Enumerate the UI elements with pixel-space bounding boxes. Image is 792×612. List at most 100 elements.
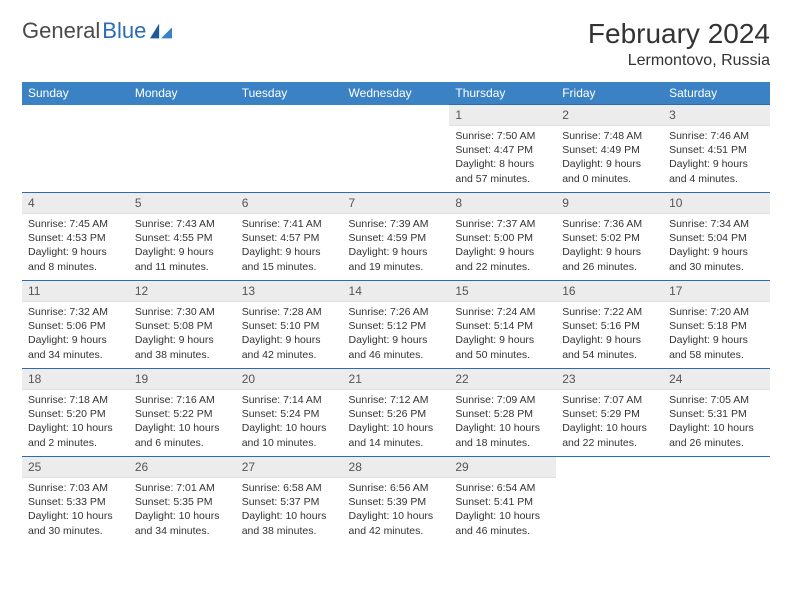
sunset-line: Sunset: 5:20 PM <box>28 407 123 421</box>
day-number: 9 <box>556 193 663 214</box>
daylight-line: Daylight: 10 hours and 10 minutes. <box>242 421 337 449</box>
calendar-week-row: 25Sunrise: 7:03 AMSunset: 5:33 PMDayligh… <box>22 457 770 545</box>
calendar-cell <box>129 105 236 193</box>
daylight-line: Daylight: 8 hours and 57 minutes. <box>455 157 550 185</box>
sunrise-line: Sunrise: 7:28 AM <box>242 305 337 319</box>
sunrise-line: Sunrise: 7:18 AM <box>28 393 123 407</box>
day-number: 8 <box>449 193 556 214</box>
daylight-line: Daylight: 9 hours and 50 minutes. <box>455 333 550 361</box>
sunset-line: Sunset: 5:29 PM <box>562 407 657 421</box>
sunset-line: Sunset: 5:16 PM <box>562 319 657 333</box>
weekday-header: Sunday <box>22 82 129 105</box>
calendar-week-row: 18Sunrise: 7:18 AMSunset: 5:20 PMDayligh… <box>22 369 770 457</box>
sunrise-line: Sunrise: 6:58 AM <box>242 481 337 495</box>
sunrise-line: Sunrise: 7:12 AM <box>349 393 444 407</box>
sunset-line: Sunset: 5:02 PM <box>562 231 657 245</box>
sunset-line: Sunset: 5:33 PM <box>28 495 123 509</box>
day-number: 16 <box>556 281 663 302</box>
calendar-cell: 10Sunrise: 7:34 AMSunset: 5:04 PMDayligh… <box>663 193 770 281</box>
sunrise-line: Sunrise: 7:45 AM <box>28 217 123 231</box>
day-number: 29 <box>449 457 556 478</box>
calendar-cell: 26Sunrise: 7:01 AMSunset: 5:35 PMDayligh… <box>129 457 236 545</box>
daylight-line: Daylight: 10 hours and 14 minutes. <box>349 421 444 449</box>
daylight-line: Daylight: 9 hours and 38 minutes. <box>135 333 230 361</box>
daylight-line: Daylight: 10 hours and 26 minutes. <box>669 421 764 449</box>
day-number: 27 <box>236 457 343 478</box>
daylight-line: Daylight: 9 hours and 22 minutes. <box>455 245 550 273</box>
day-details: Sunrise: 7:46 AMSunset: 4:51 PMDaylight:… <box>663 126 770 192</box>
daylight-line: Daylight: 10 hours and 38 minutes. <box>242 509 337 537</box>
calendar-cell: 3Sunrise: 7:46 AMSunset: 4:51 PMDaylight… <box>663 105 770 193</box>
sunrise-line: Sunrise: 7:39 AM <box>349 217 444 231</box>
sunrise-line: Sunrise: 7:34 AM <box>669 217 764 231</box>
calendar-cell <box>663 457 770 545</box>
calendar-week-row: 1Sunrise: 7:50 AMSunset: 4:47 PMDaylight… <box>22 105 770 193</box>
calendar-cell: 16Sunrise: 7:22 AMSunset: 5:16 PMDayligh… <box>556 281 663 369</box>
day-details: Sunrise: 7:36 AMSunset: 5:02 PMDaylight:… <box>556 214 663 280</box>
day-number: 21 <box>343 369 450 390</box>
calendar-cell: 29Sunrise: 6:54 AMSunset: 5:41 PMDayligh… <box>449 457 556 545</box>
daylight-line: Daylight: 9 hours and 46 minutes. <box>349 333 444 361</box>
day-details: Sunrise: 6:54 AMSunset: 5:41 PMDaylight:… <box>449 478 556 544</box>
location: Lermontovo, Russia <box>588 52 770 70</box>
weekday-header: Tuesday <box>236 82 343 105</box>
daylight-line: Daylight: 10 hours and 6 minutes. <box>135 421 230 449</box>
calendar-cell: 9Sunrise: 7:36 AMSunset: 5:02 PMDaylight… <box>556 193 663 281</box>
sunrise-line: Sunrise: 7:03 AM <box>28 481 123 495</box>
daylight-line: Daylight: 9 hours and 11 minutes. <box>135 245 230 273</box>
day-number: 14 <box>343 281 450 302</box>
weekday-header: Saturday <box>663 82 770 105</box>
daylight-line: Daylight: 10 hours and 2 minutes. <box>28 421 123 449</box>
day-number: 10 <box>663 193 770 214</box>
day-number: 19 <box>129 369 236 390</box>
calendar-cell: 27Sunrise: 6:58 AMSunset: 5:37 PMDayligh… <box>236 457 343 545</box>
day-details: Sunrise: 7:07 AMSunset: 5:29 PMDaylight:… <box>556 390 663 456</box>
calendar-cell <box>22 105 129 193</box>
daylight-line: Daylight: 9 hours and 58 minutes. <box>669 333 764 361</box>
day-details: Sunrise: 7:37 AMSunset: 5:00 PMDaylight:… <box>449 214 556 280</box>
daylight-line: Daylight: 9 hours and 19 minutes. <box>349 245 444 273</box>
daylight-line: Daylight: 10 hours and 30 minutes. <box>28 509 123 537</box>
daylight-line: Daylight: 9 hours and 26 minutes. <box>562 245 657 273</box>
day-details: Sunrise: 7:34 AMSunset: 5:04 PMDaylight:… <box>663 214 770 280</box>
day-details: Sunrise: 7:20 AMSunset: 5:18 PMDaylight:… <box>663 302 770 368</box>
day-number: 1 <box>449 105 556 126</box>
day-number: 23 <box>556 369 663 390</box>
sunrise-line: Sunrise: 7:07 AM <box>562 393 657 407</box>
day-details: Sunrise: 7:22 AMSunset: 5:16 PMDaylight:… <box>556 302 663 368</box>
day-details: Sunrise: 7:48 AMSunset: 4:49 PMDaylight:… <box>556 126 663 192</box>
calendar-cell <box>236 105 343 193</box>
day-details: Sunrise: 7:39 AMSunset: 4:59 PMDaylight:… <box>343 214 450 280</box>
sunset-line: Sunset: 4:47 PM <box>455 143 550 157</box>
calendar-cell: 14Sunrise: 7:26 AMSunset: 5:12 PMDayligh… <box>343 281 450 369</box>
sunset-line: Sunset: 4:53 PM <box>28 231 123 245</box>
day-number: 6 <box>236 193 343 214</box>
sunset-line: Sunset: 4:59 PM <box>349 231 444 245</box>
day-details: Sunrise: 7:01 AMSunset: 5:35 PMDaylight:… <box>129 478 236 544</box>
calendar-cell: 1Sunrise: 7:50 AMSunset: 4:47 PMDaylight… <box>449 105 556 193</box>
sunrise-line: Sunrise: 6:56 AM <box>349 481 444 495</box>
logo-sail-icon <box>150 23 172 39</box>
weekday-header: Monday <box>129 82 236 105</box>
sunset-line: Sunset: 5:14 PM <box>455 319 550 333</box>
daylight-line: Daylight: 10 hours and 46 minutes. <box>455 509 550 537</box>
sunset-line: Sunset: 5:18 PM <box>669 319 764 333</box>
sunset-line: Sunset: 4:57 PM <box>242 231 337 245</box>
calendar-cell: 22Sunrise: 7:09 AMSunset: 5:28 PMDayligh… <box>449 369 556 457</box>
sunset-line: Sunset: 5:35 PM <box>135 495 230 509</box>
calendar-cell: 6Sunrise: 7:41 AMSunset: 4:57 PMDaylight… <box>236 193 343 281</box>
calendar-cell: 7Sunrise: 7:39 AMSunset: 4:59 PMDaylight… <box>343 193 450 281</box>
sunset-line: Sunset: 5:31 PM <box>669 407 764 421</box>
calendar-cell: 20Sunrise: 7:14 AMSunset: 5:24 PMDayligh… <box>236 369 343 457</box>
daylight-line: Daylight: 9 hours and 54 minutes. <box>562 333 657 361</box>
weekday-header: Thursday <box>449 82 556 105</box>
day-details: Sunrise: 7:45 AMSunset: 4:53 PMDaylight:… <box>22 214 129 280</box>
day-number: 22 <box>449 369 556 390</box>
calendar-cell: 24Sunrise: 7:05 AMSunset: 5:31 PMDayligh… <box>663 369 770 457</box>
day-details: Sunrise: 7:12 AMSunset: 5:26 PMDaylight:… <box>343 390 450 456</box>
calendar-body: 1Sunrise: 7:50 AMSunset: 4:47 PMDaylight… <box>22 105 770 545</box>
day-details: Sunrise: 7:32 AMSunset: 5:06 PMDaylight:… <box>22 302 129 368</box>
logo: GeneralBlue <box>22 18 172 44</box>
sunrise-line: Sunrise: 7:30 AM <box>135 305 230 319</box>
day-details: Sunrise: 7:03 AMSunset: 5:33 PMDaylight:… <box>22 478 129 544</box>
